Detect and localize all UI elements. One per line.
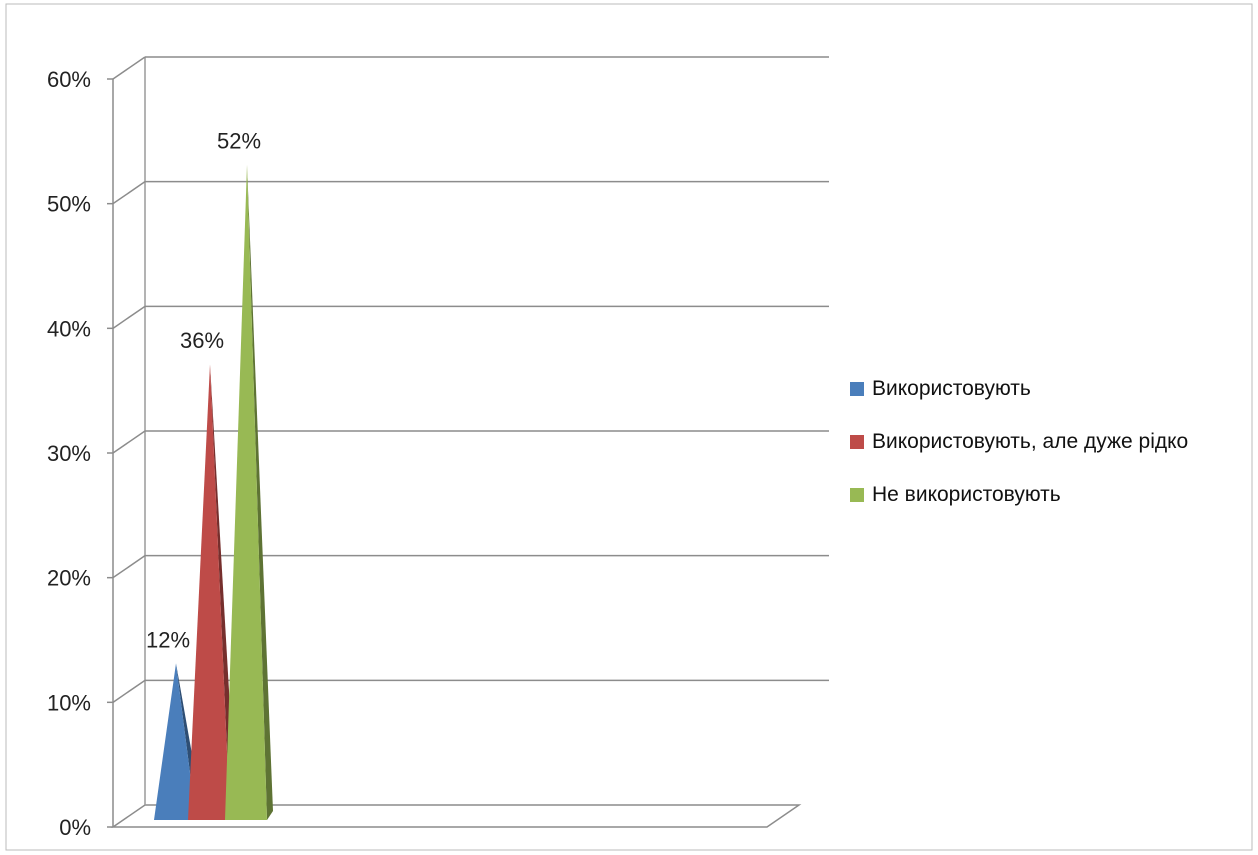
gridline-side — [112, 555, 146, 579]
gridlines — [110, 56, 829, 828]
y-tick-label: 0% — [59, 815, 91, 840]
legend-label: Не використовують — [872, 483, 1061, 506]
data-pyramids — [154, 164, 273, 820]
pyramid-front-face — [188, 364, 230, 820]
y-tick-label: 50% — [47, 192, 91, 217]
y-axis: 0% 10% 20% 30% 40% 50% 60% — [47, 67, 114, 840]
gridline-side — [112, 181, 146, 205]
chart-border — [5, 3, 1253, 851]
legend-label: Використовують — [872, 377, 1031, 400]
legend-item: Не використовують — [850, 482, 1188, 508]
pyramid-front-face — [225, 164, 267, 820]
pyramid-side-face — [247, 164, 273, 820]
gridline-side — [112, 305, 146, 329]
pyramid-bar — [225, 164, 273, 820]
legend-swatch-icon — [850, 382, 864, 396]
legend-item: Використовують, але дуже рідко — [850, 429, 1188, 455]
legend-item: Використовують — [850, 376, 1188, 402]
legend-label: Використовують, але дуже рідко — [872, 430, 1189, 453]
chart-floor — [110, 804, 802, 828]
gridline-side — [112, 430, 146, 454]
y-tick-label: 40% — [47, 316, 91, 341]
data-label: 52% — [217, 129, 261, 154]
legend: Використовують Використовують, але дуже … — [850, 376, 1188, 535]
y-tick-label: 20% — [47, 566, 91, 591]
gridline-side — [112, 679, 146, 703]
pyramid-front-face — [154, 663, 196, 820]
y-tick-label: 30% — [47, 441, 91, 466]
y-tick-label: 10% — [47, 690, 91, 715]
legend-swatch-icon — [850, 435, 864, 449]
gridline-side — [112, 56, 146, 80]
data-label: 12% — [146, 627, 190, 652]
y-tick-label: 60% — [47, 67, 91, 92]
data-label: 36% — [180, 328, 224, 353]
data-labels: 12% 36% 52% — [146, 129, 261, 653]
legend-swatch-icon — [850, 488, 864, 502]
